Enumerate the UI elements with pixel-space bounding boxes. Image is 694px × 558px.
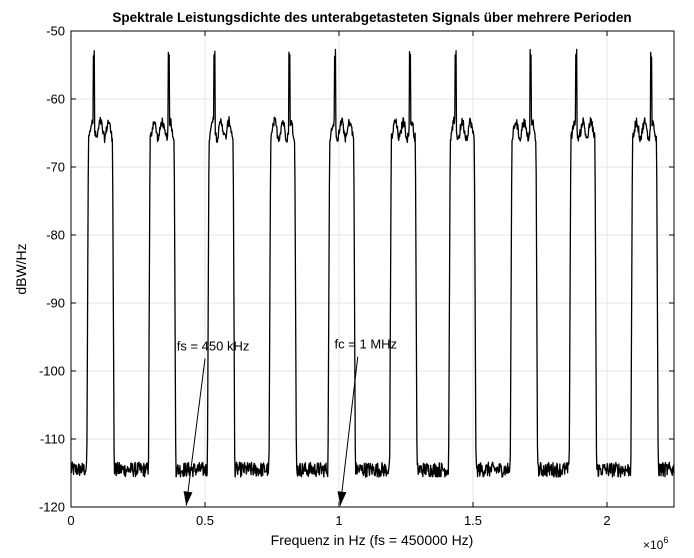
x-tick-label: 1 (335, 513, 342, 528)
y-tick-label: -120 (39, 500, 65, 515)
x-tick-label: 2 (603, 513, 610, 528)
y-tick-label: -70 (46, 160, 65, 175)
x-axis-exponent: ×106 (643, 535, 668, 552)
y-tick-label: -60 (46, 92, 65, 107)
x-axis-exponent-base: ×10 (643, 538, 664, 552)
y-tick-label: -50 (46, 24, 65, 39)
x-axis-label: Frequenz in Hz (fs = 450000 Hz) (271, 532, 474, 548)
annotation-label: fs = 450 kHz (177, 339, 250, 354)
annotation-arrow-head (183, 491, 193, 506)
chart-title: Spektrale Leistungsdichte des unterabget… (112, 10, 631, 25)
y-tick-label: -80 (46, 228, 65, 243)
grid-lines (71, 31, 674, 507)
annotation-label: fc = 1 MHz (335, 337, 398, 352)
x-axis-ticks: 0 0.5 1 1.5 2 (67, 31, 611, 528)
y-tick-label: -110 (40, 432, 65, 447)
y-tick-label: -100 (39, 364, 65, 379)
psd-series-line (70, 48, 675, 478)
x-tick-label: 0 (67, 513, 74, 528)
plot-area-frame (70, 30, 675, 508)
annotation-arrow-line (339, 356, 359, 506)
y-axis-label: dBW/Hz (13, 243, 29, 294)
y-axis-ticks: -120 -110 -100 -90 -80 -70 -60 -50 (39, 24, 674, 515)
annotation-arrow-line (185, 358, 206, 506)
annotation-arrow-head (337, 491, 347, 506)
x-axis-exponent-power: 6 (663, 535, 668, 545)
x-tick-label: 0.5 (196, 513, 214, 528)
x-tick-label: 1.5 (464, 513, 482, 528)
annotations: fs = 450 kHz fc = 1 MHz (177, 337, 397, 506)
y-tick-label: -90 (46, 296, 65, 311)
psd-trace (70, 48, 675, 478)
